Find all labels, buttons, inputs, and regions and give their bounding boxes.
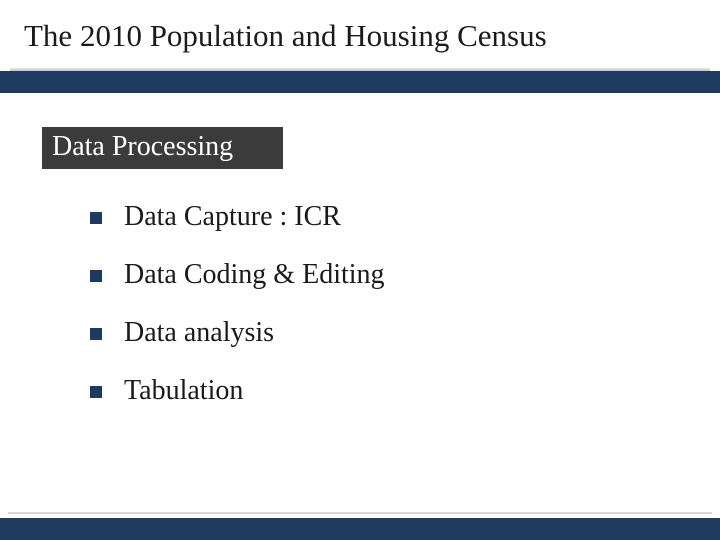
bullet-text: Data analysis	[124, 317, 274, 349]
list-item: Data analysis	[90, 317, 720, 349]
section-header: Data Processing	[42, 127, 283, 169]
bullet-text: Tabulation	[124, 375, 243, 407]
bullet-text: Data Capture : ICR	[124, 201, 341, 233]
list-item: Data Coding & Editing	[90, 259, 720, 291]
bottom-accent-band	[0, 518, 720, 540]
section-row: Data Processing	[0, 127, 720, 169]
bottom-group	[0, 512, 720, 540]
bullet-marker-icon	[90, 212, 102, 224]
bullet-list: Data Capture : ICR Data Coding & Editing…	[0, 201, 720, 407]
list-item: Data Capture : ICR	[90, 201, 720, 233]
bullet-marker-icon	[90, 386, 102, 398]
bullet-text: Data Coding & Editing	[124, 259, 385, 291]
page-title: The 2010 Population and Housing Census	[24, 18, 696, 54]
bullet-marker-icon	[90, 328, 102, 340]
bullet-marker-icon	[90, 270, 102, 282]
bottom-thin-line	[8, 512, 712, 514]
top-accent-band	[0, 71, 720, 93]
title-block: The 2010 Population and Housing Census	[0, 0, 720, 62]
list-item: Tabulation	[90, 375, 720, 407]
